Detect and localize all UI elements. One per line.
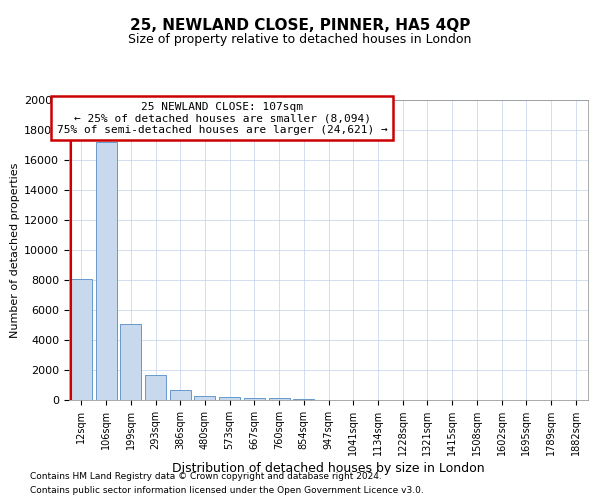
Bar — [219, 398, 240, 400]
Text: Contains HM Land Registry data © Crown copyright and database right 2024.: Contains HM Land Registry data © Crown c… — [30, 472, 382, 481]
Y-axis label: Number of detached properties: Number of detached properties — [10, 162, 20, 338]
Text: 25 NEWLAND CLOSE: 107sqm
← 25% of detached houses are smaller (8,094)
75% of sem: 25 NEWLAND CLOSE: 107sqm ← 25% of detach… — [57, 102, 388, 134]
X-axis label: Distribution of detached houses by size in London: Distribution of detached houses by size … — [172, 462, 485, 475]
Bar — [269, 398, 290, 400]
Bar — [194, 396, 215, 400]
Text: Contains public sector information licensed under the Open Government Licence v3: Contains public sector information licen… — [30, 486, 424, 495]
Bar — [95, 142, 116, 400]
Bar — [244, 398, 265, 400]
Bar — [293, 399, 314, 400]
Bar — [170, 390, 191, 400]
Text: 25, NEWLAND CLOSE, PINNER, HA5 4QP: 25, NEWLAND CLOSE, PINNER, HA5 4QP — [130, 18, 470, 32]
Bar — [145, 375, 166, 400]
Text: Size of property relative to detached houses in London: Size of property relative to detached ho… — [128, 32, 472, 46]
Bar — [120, 324, 141, 400]
Bar — [71, 278, 92, 400]
